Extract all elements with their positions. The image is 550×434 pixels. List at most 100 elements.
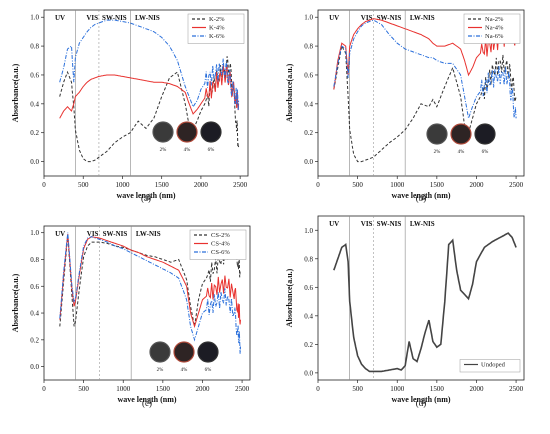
region-label: LW-NIS [136, 230, 161, 238]
y-tick-label: 0.4 [304, 100, 313, 108]
legend-box [187, 13, 245, 44]
panel-caption: (a) [141, 193, 151, 203]
sample-label: 2% [434, 150, 441, 155]
plot-frame [317, 9, 525, 177]
region-label: SW-NIS [102, 14, 127, 22]
x-tick-label: 0 [42, 181, 46, 189]
panel-caption: (d) [416, 398, 427, 408]
sample-label: 2% [160, 148, 167, 153]
sample-photo [450, 123, 472, 145]
chart-panel-a: UV VIS SW-NIS LW-NIS 0 500 1000 1500 2000 2500 0.0… [11, 9, 249, 203]
legend: Undoped [459, 359, 521, 373]
sample-label: 6% [205, 368, 212, 373]
x-tick-label: 0 [316, 385, 320, 393]
region-label: UV [55, 230, 65, 238]
plot-frame [43, 225, 251, 381]
x-tick-label: 500 [78, 385, 89, 393]
plot-frame [317, 215, 525, 381]
x-tick-label: 2000 [469, 181, 484, 189]
x-tick-label: 1000 [116, 385, 131, 393]
series-line [333, 19, 517, 119]
legend: Na-2% Na-4%Na-6% [463, 13, 521, 44]
y-tick-label: 1.0 [304, 227, 313, 235]
region-label: UV [329, 220, 339, 228]
chart-panel-c: UV VIS SW-NIS LW-NIS 0 500 1000 1500 2000 2500 0.0… [11, 225, 251, 408]
legend: CS-2% CS-4%CS-6% [189, 229, 247, 260]
x-tick-label: 0 [42, 385, 46, 393]
series-line [59, 19, 240, 111]
x-tick-label: 0 [316, 181, 320, 189]
sample-label: 6% [482, 150, 489, 155]
region-label: LW-NIS [135, 14, 160, 22]
series-line [59, 235, 241, 327]
x-tick-label: 1000 [390, 181, 405, 189]
region-label: VIS [361, 14, 373, 22]
legend-entry: K-4% [209, 25, 225, 32]
sample-label: 2% [157, 368, 164, 373]
x-tick-label: 1000 [390, 385, 405, 393]
y-tick-label: 0.0 [304, 158, 313, 166]
y-axis-label: Absorbance(a.u.) [285, 268, 294, 327]
legend-entry: CS-2% [211, 232, 230, 239]
sample-photo [197, 341, 219, 363]
region-label: VIS [361, 220, 373, 228]
y-tick-label: 0.4 [30, 310, 39, 318]
plot-frame [43, 9, 249, 177]
series-line [333, 18, 517, 90]
series-line [59, 64, 240, 119]
sample-photo [152, 121, 174, 143]
legend-entry: CS-6% [211, 249, 230, 256]
x-axis-label: wave length (nm) [391, 395, 450, 404]
y-axis-label: Absorbance(a.u.) [285, 63, 294, 122]
region-label: VIS [86, 14, 98, 22]
y-axis-label: Absorbance(a.u.) [11, 63, 20, 122]
y-tick-label: 0.2 [30, 129, 39, 137]
region-label: SW-NIS [377, 220, 402, 228]
y-tick-label: 0.8 [30, 43, 39, 51]
x-tick-label: 500 [78, 181, 89, 189]
series-line [333, 44, 517, 163]
y-tick-label: 0.6 [304, 284, 313, 292]
x-tick-label: 1000 [115, 181, 130, 189]
legend-entry: Na-6% [485, 33, 504, 40]
legend: K-2% K-4%K-6% [187, 13, 245, 44]
region-label: UV [55, 14, 65, 22]
y-tick-label: 0.0 [30, 158, 39, 166]
sample-photo [173, 341, 195, 363]
x-tick-label: 2000 [194, 181, 209, 189]
sample-photo [474, 123, 496, 145]
y-tick-label: 0.6 [30, 71, 39, 79]
series-line [59, 232, 241, 354]
x-tick-label: 1500 [430, 385, 445, 393]
sample-photo [176, 121, 198, 143]
sample-label: 4% [181, 368, 188, 373]
legend-entry: Na-2% [485, 16, 504, 23]
region-label: LW-NIS [410, 220, 435, 228]
chart-panel-d: UV VIS SW-NIS LW-NIS 0 500 1000 1500 2000 2500 0.0… [285, 215, 525, 408]
x-tick-label: 2500 [509, 385, 524, 393]
panel-caption: (b) [416, 193, 427, 203]
x-tick-label: 500 [352, 385, 363, 393]
chart-panel-b: UV VIS SW-NIS LW-NIS 0 500 1000 1500 2000 2500 0.0… [285, 9, 525, 203]
x-tick-label: 2500 [233, 181, 248, 189]
legend-box [459, 359, 521, 373]
region-label: SW-NIS [377, 14, 402, 22]
series-line [333, 232, 517, 373]
sample-label: 4% [184, 148, 191, 153]
y-tick-label: 0.0 [30, 363, 39, 371]
x-tick-label: 2000 [469, 385, 484, 393]
y-tick-label: 0.2 [304, 129, 313, 137]
y-tick-label: 1.0 [30, 229, 39, 237]
sample-photo [200, 121, 222, 143]
legend-entry: Undoped [481, 362, 506, 369]
y-tick-label: 1.0 [304, 14, 313, 22]
x-tick-label: 1500 [430, 181, 445, 189]
y-tick-label: 1.0 [30, 14, 39, 22]
y-tick-label: 0.2 [304, 341, 313, 349]
y-tick-label: 0.6 [304, 71, 313, 79]
region-label: SW-NIS [103, 230, 128, 238]
y-axis-label: Absorbance(a.u.) [11, 273, 20, 332]
panel-caption: (c) [142, 398, 152, 408]
y-tick-label: 0.8 [304, 255, 313, 263]
